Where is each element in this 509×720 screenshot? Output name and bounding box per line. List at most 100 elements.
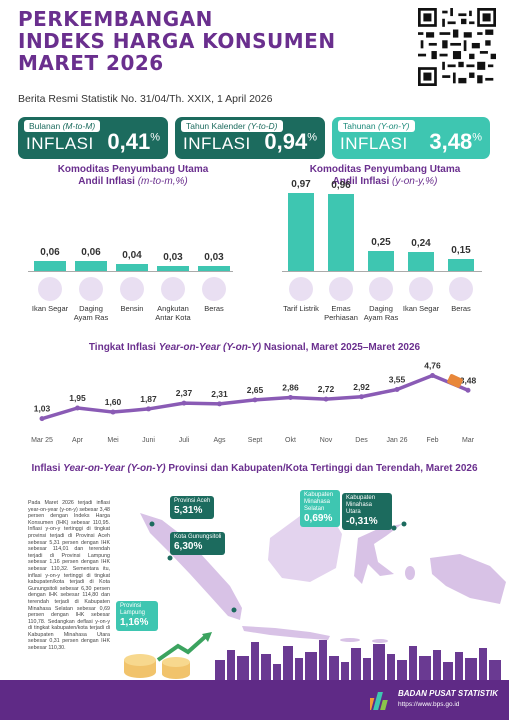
trend-point bbox=[75, 405, 80, 411]
yoy-item-label: Emas Perhiasan bbox=[324, 304, 358, 322]
card-inflasi-ytd: Tahun Kalender (Y-to-D) INFLASI 0,94% bbox=[175, 117, 325, 159]
chicken-icon bbox=[369, 277, 393, 301]
card-word: INFLASI bbox=[340, 134, 408, 153]
page-title: PERKEMBANGAN INDEKS HARGA KONSUMEN MARET… bbox=[18, 8, 398, 74]
mtm-bar-value: 0,04 bbox=[122, 250, 142, 262]
title-line-1: PERKEMBANGAN bbox=[18, 7, 213, 31]
trend-point bbox=[323, 396, 329, 402]
trend-data-label: 1,87 bbox=[140, 394, 157, 404]
yoy-item-label: Ikan Segar bbox=[402, 304, 440, 313]
footer-url[interactable]: https://www.bps.go.id bbox=[398, 701, 460, 708]
trend-x-tick: Ags bbox=[213, 437, 226, 444]
title-line-2: INDEKS HARGA KONSUMEN bbox=[18, 29, 336, 53]
trend-point bbox=[465, 387, 471, 393]
trend-x-tick: Feb bbox=[426, 437, 438, 444]
mtm-bar bbox=[75, 261, 107, 271]
mtm-bar bbox=[34, 261, 66, 271]
trend-data-label: 1,60 bbox=[105, 397, 122, 407]
mtm-item-label: Daging Ayam Ras bbox=[73, 304, 109, 322]
yoy-bar bbox=[328, 193, 354, 271]
mtm-item-label: Bensin bbox=[120, 304, 144, 313]
mtm-item-label: Angkutan Antar Kota bbox=[155, 304, 191, 322]
trend-data-label: 2,65 bbox=[247, 385, 264, 395]
trend-data-label: 2,72 bbox=[318, 384, 335, 394]
yoy-item-label: Tarif Listrik bbox=[283, 304, 319, 313]
trend-x-tick: Jan 26 bbox=[386, 437, 407, 444]
yoy-bar bbox=[408, 251, 434, 271]
gold-icon bbox=[329, 277, 353, 301]
map-sulawesi bbox=[354, 524, 402, 584]
price-tag-icon bbox=[447, 374, 463, 388]
card-label: Bulanan (M-to-M) bbox=[24, 120, 101, 132]
yoy-heading: Komoditas Penyumbang Utama Andil Inflasi… bbox=[309, 164, 461, 187]
release-subtitle: Berita Resmi Statistik No. 31/04/Th. XXI… bbox=[18, 93, 273, 105]
electricity-icon bbox=[289, 277, 313, 301]
map-label-minahasa-selatan: Kabupaten Minahasa Selatan 0,69% bbox=[300, 490, 340, 527]
card-inflasi-yoy: Tahunan (Y-on-Y) INFLASI 3,48% bbox=[332, 117, 490, 159]
map-sumatra bbox=[140, 513, 242, 620]
trend-point bbox=[359, 394, 364, 400]
trend-x-tick: Nov bbox=[320, 437, 333, 444]
map-label-minahasa-utara: Kabupaten Minahasa Utara -0,31% bbox=[342, 493, 392, 530]
map-java bbox=[242, 626, 330, 640]
fish-icon bbox=[409, 277, 433, 301]
trend-point bbox=[394, 386, 400, 392]
trend-x-tick: Juli bbox=[179, 437, 190, 444]
card-word: INFLASI bbox=[183, 134, 251, 153]
trend-point bbox=[252, 397, 258, 403]
yoy-bar bbox=[368, 250, 394, 271]
mtm-item-label: Beras bbox=[204, 304, 224, 313]
trend-x-tick: Mar 25 bbox=[31, 437, 53, 444]
map-label-aceh: Provinsi Aceh 5,31% bbox=[170, 496, 215, 519]
rice-icon bbox=[202, 277, 226, 301]
map-papua bbox=[430, 554, 506, 604]
trend-x-tick: Mar bbox=[462, 437, 475, 444]
trend-point bbox=[39, 416, 45, 422]
card-label: Tahunan (Y-on-Y) bbox=[338, 120, 415, 132]
trend-data-label: 2,37 bbox=[176, 388, 193, 398]
trend-data-label: 3,48 bbox=[460, 375, 477, 385]
mtm-bar bbox=[198, 266, 230, 271]
trend-x-tick: Sept bbox=[248, 437, 262, 444]
bps-logo-icon bbox=[370, 692, 388, 710]
yoy-bar bbox=[288, 193, 314, 271]
mtm-bar-value: 0,06 bbox=[81, 247, 101, 258]
map-title: Inflasi Year-on-Year (Y-on-Y) Provinsi d… bbox=[31, 463, 478, 474]
coins-growth-icon bbox=[124, 632, 212, 679]
trend-data-label: 2,31 bbox=[211, 389, 228, 399]
map-label-gunungsitoli: Kota Gunungsitoli 6,30% bbox=[170, 532, 226, 555]
footer-org: BADAN PUSAT STATISTIK bbox=[398, 689, 498, 698]
qr-code-icon[interactable] bbox=[418, 8, 496, 86]
yoy-baseline bbox=[282, 271, 482, 272]
fish-icon bbox=[38, 277, 62, 301]
mtm-bar-value: 0,03 bbox=[163, 252, 183, 263]
trend-point bbox=[430, 372, 435, 378]
yoy-bar-value: 0,25 bbox=[371, 236, 391, 248]
trend-data-label: 1,03 bbox=[34, 404, 51, 414]
trend-data-label: 4,76 bbox=[424, 360, 441, 370]
card-label: Tahun Kalender (Y-to-D) bbox=[181, 120, 283, 132]
bus-icon bbox=[161, 277, 185, 301]
trend-point bbox=[217, 401, 222, 407]
card-value: 0,94% bbox=[264, 129, 317, 154]
indonesia-map bbox=[140, 513, 506, 643]
map-narrative: Pada Maret 2026 terjadi inflasi year-on-… bbox=[28, 500, 110, 652]
mtm-bar-value: 0,06 bbox=[40, 247, 60, 258]
yoy-item-label: Beras bbox=[451, 304, 471, 313]
trend-x-tick: Okt bbox=[285, 437, 296, 444]
trend-data-label: 1,95 bbox=[69, 393, 86, 403]
trend-data-label: 3,55 bbox=[389, 374, 406, 384]
yoy-bar bbox=[448, 258, 474, 271]
trend-data-label: 2,86 bbox=[282, 382, 299, 392]
chicken-icon bbox=[79, 277, 103, 301]
yoy-bar-value: 0,97 bbox=[291, 179, 311, 190]
city-skyline-icon bbox=[215, 640, 501, 680]
mtm-baseline bbox=[28, 271, 233, 272]
trend-point bbox=[110, 409, 116, 415]
map-label-lampung: Provinsi Lampung 1,16% bbox=[116, 601, 158, 631]
trend-x-tick: Apr bbox=[72, 437, 84, 444]
card-value: 3,48% bbox=[429, 129, 482, 154]
rice-icon bbox=[449, 277, 473, 301]
footer: BADAN PUSAT STATISTIK https://www.bps.go… bbox=[0, 680, 509, 720]
mtm-bar bbox=[116, 264, 148, 271]
